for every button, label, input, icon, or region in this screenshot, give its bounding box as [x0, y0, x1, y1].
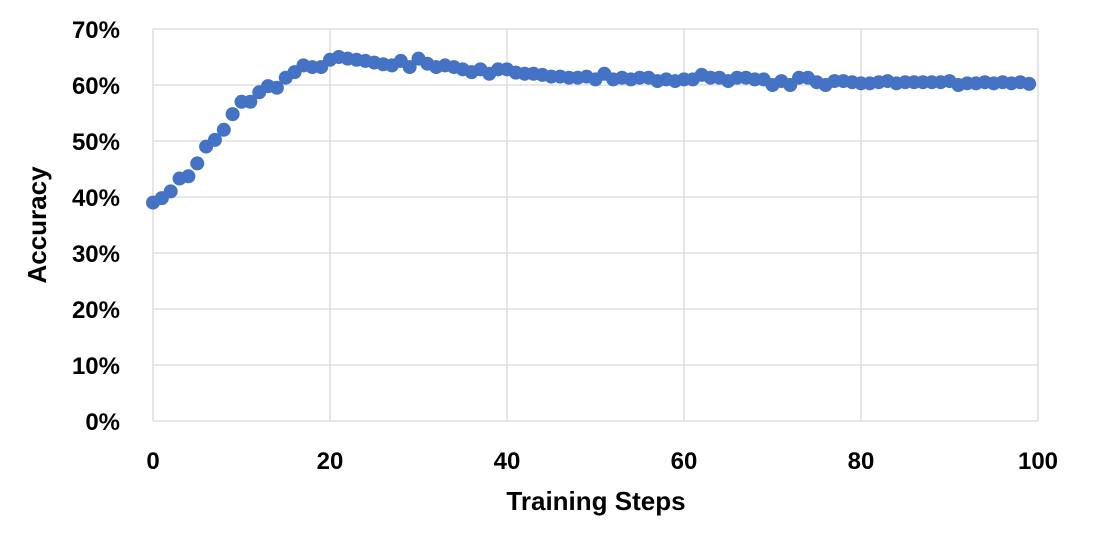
data-point: [1022, 76, 1037, 91]
y-tick-label: 0%: [85, 409, 120, 436]
y-tick-label: 70%: [72, 17, 120, 44]
x-tick-label: 60: [671, 448, 698, 475]
x-tick-label: 80: [848, 448, 875, 475]
y-tick-label: 30%: [72, 241, 120, 268]
y-tick-label: 50%: [72, 129, 120, 156]
x-tick-label: 40: [494, 448, 521, 475]
data-point: [225, 107, 240, 122]
x-tick-label: 100: [1018, 448, 1058, 475]
y-tick-label: 60%: [72, 73, 120, 100]
y-axis-ticks: 0% 10% 20% 30% 40% 50% 60% 70%: [72, 17, 120, 436]
data-point: [190, 156, 205, 171]
x-tick-label: 0: [146, 448, 159, 475]
y-tick-label: 40%: [72, 185, 120, 212]
y-tick-label: 10%: [72, 353, 120, 380]
data-point: [181, 169, 196, 184]
y-axis-title: Accuracy: [22, 166, 52, 284]
data-point: [269, 80, 284, 95]
gridlines: [152, 28, 1039, 422]
data-points: [146, 50, 1037, 210]
data-point: [163, 184, 178, 199]
x-axis-ticks: 0 20 40 60 80 100: [146, 448, 1058, 475]
data-point: [243, 94, 258, 109]
data-point: [207, 132, 222, 147]
data-point: [402, 60, 417, 75]
y-tick-label: 20%: [72, 297, 120, 324]
x-tick-label: 20: [317, 448, 344, 475]
data-point: [216, 122, 231, 137]
x-axis-title: Training Steps: [506, 486, 685, 516]
